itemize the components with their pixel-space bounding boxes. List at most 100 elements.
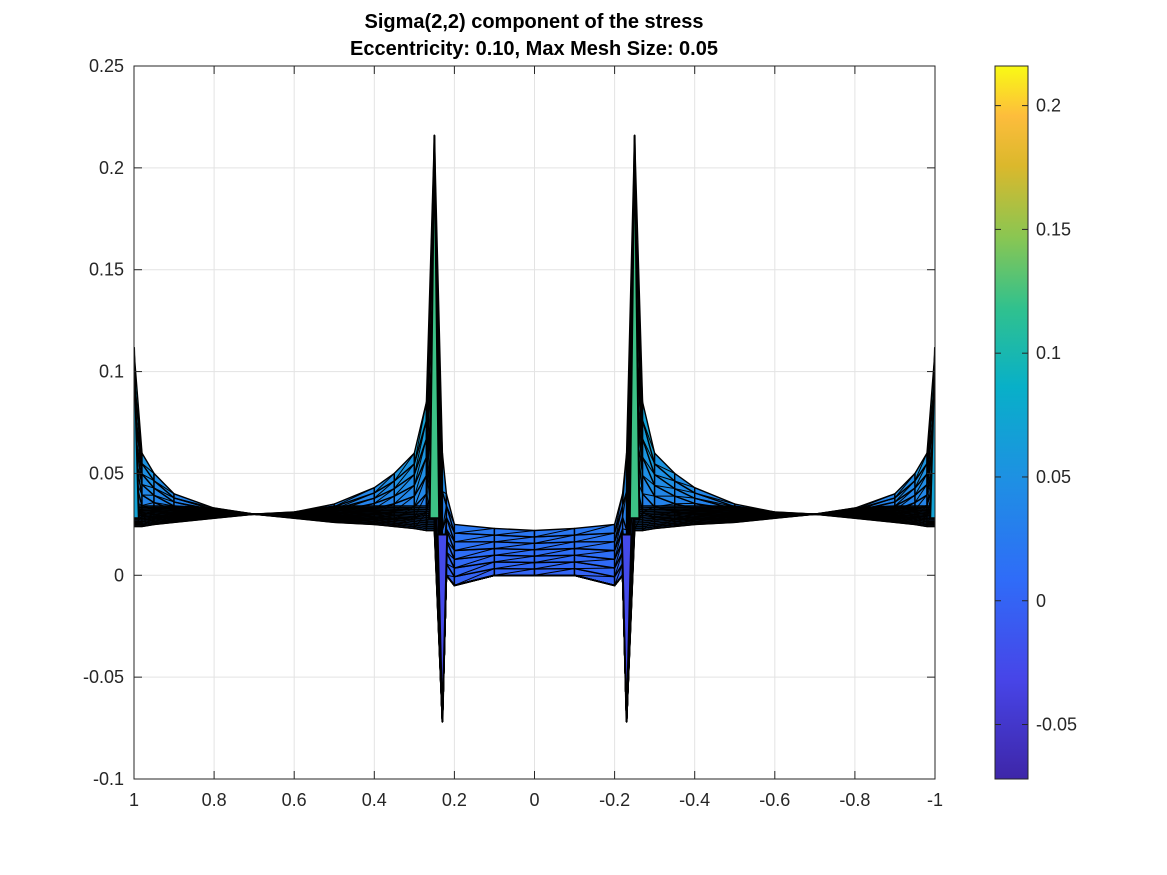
x-tick-label: 0.8 [202, 790, 227, 810]
mesh-edge [914, 452, 928, 481]
x-tick-label: -0.4 [679, 790, 710, 810]
mesh-edge [574, 550, 615, 556]
mesh-edge [674, 488, 695, 494]
mesh-edge [674, 480, 695, 489]
mesh-edge [393, 463, 415, 489]
x-tick-label: -0.2 [599, 790, 630, 810]
mesh-edge [574, 567, 615, 570]
mesh-edge [446, 551, 455, 560]
colorbar-tick-label: -0.05 [1036, 715, 1077, 735]
mesh-edge [914, 473, 928, 496]
x-tick-label: -0.8 [839, 790, 870, 810]
mesh-edge [534, 554, 575, 563]
mesh-edge [454, 568, 495, 586]
y-tick-label: 0.15 [89, 260, 124, 280]
mesh-edge [534, 534, 575, 544]
stress-spike [620, 533, 633, 723]
stress-spike [929, 347, 935, 520]
mesh-edge [153, 494, 175, 503]
mesh-edge [393, 474, 415, 497]
mesh-edge [494, 542, 535, 550]
mesh-edge [141, 463, 155, 474]
mesh-edge [494, 561, 535, 570]
mesh-edge [153, 487, 175, 499]
stress-spike [134, 347, 140, 520]
mesh-edge [694, 497, 735, 508]
mesh-edge [454, 541, 495, 552]
mesh-edge [445, 505, 455, 525]
mesh-edge [334, 487, 375, 508]
mesh-edge [446, 563, 455, 569]
mesh-edge [373, 473, 395, 494]
mesh-edge [173, 497, 215, 509]
mesh-edge [614, 493, 624, 534]
mesh-edge [494, 555, 535, 563]
mesh-edge [442, 491, 447, 495]
mesh-edge [654, 474, 675, 482]
y-tick-label: 0.2 [99, 158, 124, 178]
mesh-edge [494, 529, 535, 536]
colorbar-tick-label: 0.15 [1036, 219, 1071, 239]
mesh-edge [494, 536, 535, 543]
chart-title-line-2: Eccentricity: 0.10, Max Mesh Size: 0.05 [350, 38, 718, 60]
mesh-edge [413, 475, 427, 508]
mesh-edge [393, 484, 415, 505]
mesh-edge [674, 495, 695, 499]
mesh-edge [454, 548, 495, 560]
mesh-edge [914, 484, 928, 503]
colorbar-tick-label: 0.1 [1036, 343, 1061, 363]
mesh-edge [494, 568, 535, 576]
mesh-edge [642, 420, 656, 454]
x-tick-label: 0.6 [282, 790, 307, 810]
mesh-edge [534, 568, 575, 576]
x-axis: 1 0.8 0.6 0.4 0.2 0 -0.2 -0.4 -0.6 -0.8 -1 [129, 66, 943, 810]
mesh-edge [141, 502, 155, 506]
mesh-edge [374, 488, 395, 504]
x-tick-label: 0.4 [362, 790, 387, 810]
mesh-edge [642, 493, 655, 497]
mesh-edge [446, 574, 455, 578]
mesh-edge [642, 475, 655, 486]
mesh-edge [854, 493, 896, 510]
y-tick-label: -0.1 [93, 769, 124, 789]
y-tick-label: 0.25 [89, 56, 124, 76]
mesh-edge [574, 574, 615, 578]
mesh-edge [454, 554, 495, 569]
mesh-edge [574, 558, 615, 563]
x-tick-label: 0.2 [442, 790, 467, 810]
mesh-edge [494, 549, 535, 556]
colorbar-tick-label: 0 [1036, 591, 1046, 611]
mesh-edge [534, 561, 575, 570]
x-tick-label: 0 [529, 790, 539, 810]
mesh-edge [153, 480, 175, 495]
stress-mesh [134, 134, 935, 723]
y-tick-label: -0.05 [83, 667, 124, 687]
colorbar-ticks: 0.2 0.15 0.1 0.05 0 -0.05 [995, 96, 1077, 735]
x-tick-label: 1 [129, 790, 139, 810]
mesh-edge [894, 473, 916, 499]
colorbar-tick-label: 0.2 [1036, 96, 1061, 116]
mesh-edge [574, 532, 615, 543]
mesh-edge [574, 541, 615, 550]
y-tick-label: 0.05 [89, 463, 124, 483]
stress-spike [436, 533, 449, 723]
mesh-edge [141, 484, 155, 489]
mesh-edge [642, 456, 656, 475]
stress-spike [428, 135, 441, 520]
y-tick-label: 0 [114, 565, 124, 585]
mesh-edge [654, 463, 675, 474]
mesh-edge [654, 484, 675, 490]
colorbar-tick-label: 0.05 [1036, 467, 1071, 487]
mesh-edge [642, 438, 656, 465]
mesh-edge [694, 492, 735, 505]
mesh-edge [454, 527, 495, 534]
chart-title-line-1: Sigma(2,2) component of the stress [365, 11, 704, 33]
mesh-edge [141, 473, 155, 482]
x-tick-label: -0.6 [759, 790, 790, 810]
mesh-edge [574, 523, 615, 536]
mesh-edge [454, 534, 495, 543]
colorbar [994, 65, 1029, 780]
x-tick-label: -1 [927, 790, 943, 810]
y-axis: 0.25 0.2 0.15 0.1 0.05 0 -0.05 -0.1 [83, 56, 935, 789]
